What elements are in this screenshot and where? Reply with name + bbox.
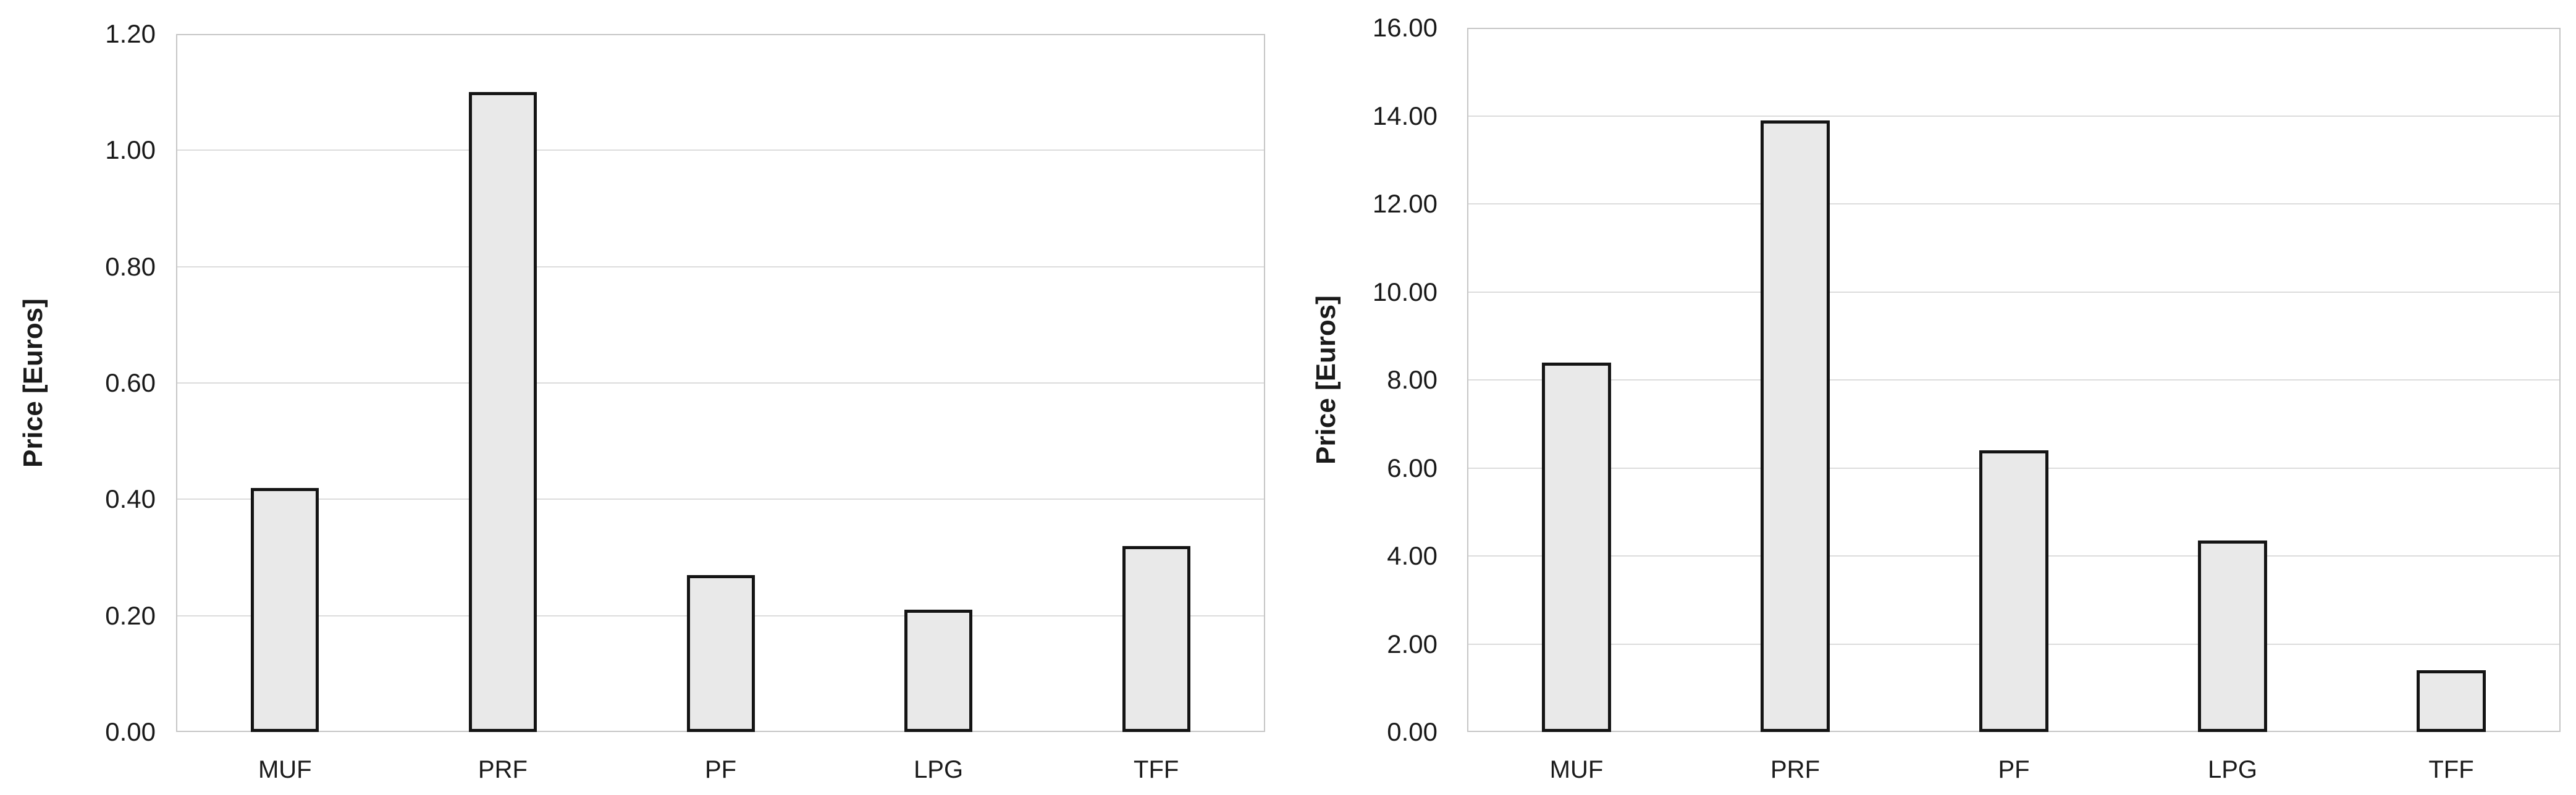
y-tick-label: 0.80 xyxy=(105,251,156,281)
x-category-label-prf: PRF xyxy=(1770,756,1820,783)
x-category-label-tff: TFF xyxy=(2428,756,2474,783)
y-tick-label: 1.20 xyxy=(105,19,156,48)
bar-lpg xyxy=(2198,541,2267,732)
y-tick-label: 0.60 xyxy=(105,368,156,397)
y-gridline xyxy=(1468,379,2559,381)
y-tick-label: 4.00 xyxy=(1387,541,1437,570)
y-tick-label: 12.00 xyxy=(1372,189,1437,218)
y-gridline xyxy=(1468,291,2559,293)
x-category-label-pf: PF xyxy=(1998,756,2030,783)
y-tick-label: 2.00 xyxy=(1387,629,1437,658)
bar-tff xyxy=(2417,670,2486,732)
bar-prf xyxy=(468,92,537,732)
y-tick-label: 10.00 xyxy=(1372,277,1437,306)
y-tick-label: 6.00 xyxy=(1387,453,1437,482)
bar-lpg xyxy=(904,610,973,732)
bar-pf xyxy=(1979,450,2048,732)
x-category-label-lpg: LPG xyxy=(914,756,964,783)
y-tick-label: 0.00 xyxy=(105,717,156,746)
x-category-label-pf: PF xyxy=(704,756,737,783)
y-tick-label: 8.00 xyxy=(1387,365,1437,394)
y-tick-label: 16.00 xyxy=(1372,13,1437,42)
x-category-label-muf: MUF xyxy=(258,756,312,783)
chart-price-left: Price [Euros] 0.00 0.20 0.40 0.60 0.80 1.00 1.… xyxy=(18,19,1265,783)
y-tick-label: 0.00 xyxy=(1387,717,1437,746)
x-category-label-tff: TFF xyxy=(1134,756,1179,783)
bar-tff xyxy=(1122,545,1190,732)
x-category-label-muf: MUF xyxy=(1549,756,1604,783)
y-gridline xyxy=(1468,115,2559,117)
bar-muf xyxy=(251,487,319,732)
x-category-label-lpg: LPG xyxy=(2207,756,2258,783)
y-gridline xyxy=(1468,203,2559,204)
y-tick-label: 0.40 xyxy=(105,484,156,514)
y-tick-label: 1.00 xyxy=(105,135,156,165)
y-gridline xyxy=(177,498,1264,500)
bar-muf xyxy=(1542,362,1611,732)
y-gridline xyxy=(177,382,1264,384)
y-tick-label: 14.00 xyxy=(1372,101,1437,130)
bar-pf xyxy=(686,574,755,732)
x-category-label-prf: PRF xyxy=(478,756,528,783)
y-gridline xyxy=(177,149,1264,151)
bar-prf xyxy=(1761,120,1830,732)
chart-price-right: Price [Euros] 0.00 2.00 4.00 6.00 8.00 10.00 1… xyxy=(1288,0,2576,795)
y-tick-label: 0.20 xyxy=(105,600,156,630)
y-gridline xyxy=(177,266,1264,267)
